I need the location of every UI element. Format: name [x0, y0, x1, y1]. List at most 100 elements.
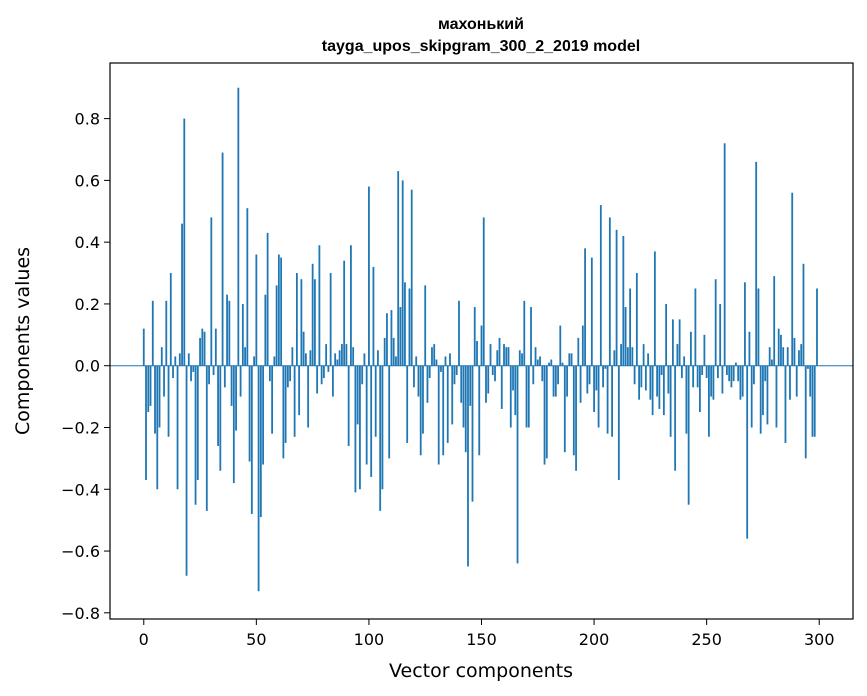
bar-component-107: [383, 337, 386, 366]
bar-component-179: [545, 365, 548, 459]
y-tick-label: −0.2: [61, 418, 100, 437]
bar-component-139: [455, 365, 458, 375]
bar-component-39: [230, 365, 233, 406]
bar-component-14: [174, 356, 177, 366]
bar-component-128: [431, 347, 433, 366]
bar-component-37: [226, 294, 228, 366]
bar-component-95: [356, 365, 359, 425]
bar-component-252: [710, 365, 713, 397]
bar-component-22: [192, 365, 195, 372]
bar-component-224: [647, 353, 650, 366]
bar-component-18: [183, 118, 186, 366]
bar-component-193: [577, 337, 580, 366]
bar-component-279: [771, 359, 773, 366]
bar-component-284: [782, 347, 785, 366]
bar-component-212: [620, 344, 622, 366]
bar-component-192: [575, 365, 577, 471]
bar-component-83: [329, 273, 332, 366]
bar-component-239: [680, 365, 683, 379]
bar-component-292: [800, 344, 803, 366]
bar-component-230: [660, 365, 663, 375]
bar-component-72: [304, 353, 307, 366]
bar-component-215: [626, 347, 629, 366]
bar-component-218: [633, 365, 636, 385]
bar-component-2: [147, 365, 150, 413]
bar-component-84: [332, 365, 334, 397]
bar-component-25: [199, 337, 201, 366]
bar-component-143: [464, 365, 467, 453]
bar-component-228: [656, 365, 659, 397]
bar-component-190: [570, 353, 573, 366]
bar-component-8: [160, 347, 163, 366]
bar-component-287: [789, 365, 791, 400]
bar-component-173: [532, 365, 535, 385]
bar-component-99: [365, 365, 368, 465]
bar-component-16: [178, 353, 181, 366]
bar-component-198: [588, 365, 591, 385]
bar-component-113: [397, 171, 400, 366]
bar-component-171: [527, 365, 530, 428]
bar-component-100: [368, 186, 370, 366]
bar-component-196: [584, 248, 586, 366]
bar-component-137: [451, 365, 454, 425]
chart-title-line1: махонький: [438, 16, 524, 33]
y-tick-label: 0.2: [75, 295, 100, 314]
bar-component-11: [167, 365, 170, 437]
y-axis-label: Components values: [12, 247, 34, 435]
bar-component-91: [347, 365, 350, 447]
bar-component-155: [491, 365, 494, 375]
bar-component-41: [235, 365, 237, 431]
bar-component-246: [696, 365, 699, 388]
bar-component-111: [392, 337, 395, 366]
bar-component-293: [802, 263, 805, 366]
bar-component-110: [390, 310, 393, 366]
bar-component-120: [413, 365, 415, 388]
bar-component-181: [550, 359, 553, 366]
bar-component-77: [316, 365, 319, 394]
bar-component-15: [176, 365, 179, 490]
bar-component-42: [237, 87, 240, 366]
x-axis-ticks: 0 50 100 150 200 250 300: [139, 619, 835, 649]
bar-component-48: [250, 365, 253, 514]
bar-component-288: [791, 192, 794, 366]
bar-component-272: [755, 161, 758, 366]
bar-series: [142, 87, 818, 592]
bar-component-36: [223, 365, 226, 388]
bar-component-145: [469, 365, 472, 406]
bar-component-264: [737, 365, 740, 382]
bar-component-108: [386, 313, 388, 366]
bar-component-34: [219, 365, 222, 471]
bar-component-114: [399, 307, 402, 366]
bar-component-283: [780, 334, 782, 366]
bar-component-209: [613, 350, 616, 366]
bar-component-285: [784, 365, 787, 443]
bar-component-87: [338, 350, 341, 366]
bar-component-29: [208, 365, 210, 385]
bar-component-51: [257, 365, 260, 592]
bar-component-126: [426, 365, 429, 403]
bar-component-161: [505, 347, 508, 366]
bar-component-291: [798, 350, 800, 366]
bar-component-144: [467, 365, 469, 567]
bar-component-124: [422, 365, 424, 434]
bar-component-263: [735, 362, 737, 366]
bar-component-123: [419, 365, 422, 456]
bar-component-194: [579, 365, 582, 403]
bar-component-49: [253, 356, 255, 366]
bar-component-211: [617, 365, 620, 480]
bar-component-191: [572, 365, 575, 456]
bar-component-267: [744, 282, 746, 366]
bar-component-216: [629, 288, 631, 366]
bar-component-178: [543, 365, 546, 465]
y-axis-ticks: −0.8 −0.6 −0.4 −0.2 0.0 0.2 0.4 0.6 0.8: [61, 110, 110, 623]
bar-component-247: [699, 365, 701, 413]
bar-component-74: [309, 350, 312, 366]
bar-component-136: [449, 353, 451, 366]
y-tick-label: −0.6: [61, 542, 100, 561]
bar-component-182: [552, 365, 555, 397]
bar-component-220: [638, 365, 641, 400]
bar-component-148: [476, 341, 478, 366]
bar-component-199: [590, 257, 593, 366]
